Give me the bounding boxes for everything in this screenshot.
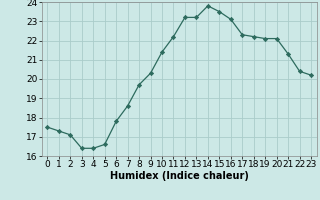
X-axis label: Humidex (Indice chaleur): Humidex (Indice chaleur) (110, 171, 249, 181)
